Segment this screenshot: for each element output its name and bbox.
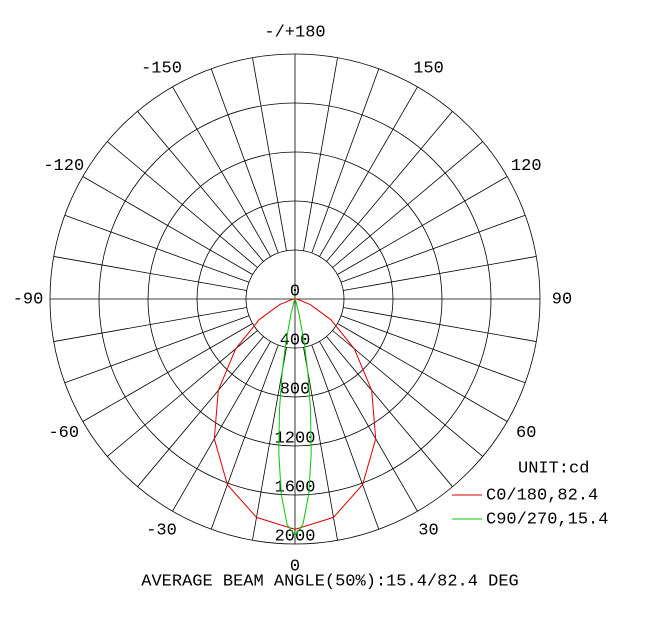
angle-tick-label: 150	[413, 59, 444, 78]
intensity-curve	[278, 298, 312, 537]
ring-grid-line	[98, 102, 492, 496]
angle-tick-label: -30	[146, 522, 177, 541]
ring-grid-line	[147, 151, 443, 447]
angle-tick-label: 30	[418, 522, 438, 541]
r-tick-label: 1200	[275, 429, 316, 448]
angle-tick-label: 0	[290, 557, 300, 576]
angle-tick-label: -120	[43, 157, 84, 176]
intensity-curve	[213, 298, 377, 530]
angle-tick-label: 120	[511, 157, 542, 176]
r-tick-label: 0	[290, 282, 300, 301]
angle-tick-label: -90	[13, 290, 44, 309]
angle-tick-label: -/+180	[264, 23, 325, 42]
ring-grid-line	[245, 249, 345, 349]
r-tick-label: 2000	[275, 527, 316, 546]
legend-label: C90/270,15.4	[486, 510, 608, 529]
angle-tick-label: 90	[552, 290, 572, 309]
r-tick-label: 400	[280, 331, 311, 350]
legend-label: C0/180,82.4	[486, 486, 598, 505]
r-tick-label: 800	[280, 380, 311, 399]
beam-angle-note: AVERAGE BEAM ANGLE(50%):15.4/82.4 DEG	[141, 572, 518, 591]
r-tick-label: 1600	[275, 478, 316, 497]
angle-tick-label: 60	[516, 424, 536, 443]
ring-grid-line	[196, 200, 394, 398]
ring-grid-line	[49, 53, 541, 545]
unit-label: UNIT:cd	[518, 459, 589, 478]
angle-tick-label: -150	[141, 59, 182, 78]
angle-tick-label: -60	[48, 424, 79, 443]
